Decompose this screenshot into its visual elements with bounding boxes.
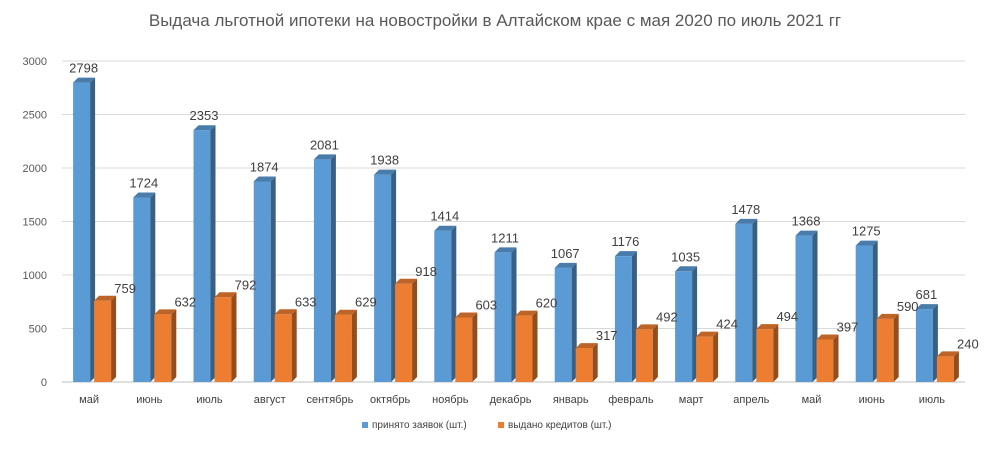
data-label-loans: 397 (837, 320, 859, 335)
bar-loans-5 (395, 278, 418, 382)
y-tick-label: 500 (29, 324, 47, 336)
data-label-applications: 2798 (69, 61, 98, 76)
bar-applications-6 (434, 225, 457, 382)
bar-loans-4 (334, 309, 357, 382)
y-axis: 0 500 1000 1500 2000 2500 3000 (23, 56, 47, 389)
y-tick-label: 2000 (23, 163, 47, 175)
bar-applications-12 (795, 230, 818, 382)
data-label-loans: 240 (957, 336, 979, 351)
x-tick-label: май (802, 394, 822, 406)
bar-loans-10 (696, 331, 719, 382)
bar-applications-8 (554, 262, 577, 382)
bar-loans-9 (635, 324, 658, 382)
data-label-applications: 1724 (129, 176, 158, 191)
bar-applications-9 (614, 251, 637, 382)
bar-applications-10 (675, 266, 698, 382)
x-tick-label: май (79, 394, 99, 406)
data-label-loans: 590 (897, 299, 919, 314)
x-tick-label: январь (553, 394, 589, 406)
legend-label: принято заявок (шт.) (372, 420, 467, 431)
bar-applications-4 (313, 154, 336, 382)
y-tick-label: 0 (41, 377, 47, 389)
x-tick-label: ноябрь (432, 394, 469, 406)
bar-loans-11 (756, 324, 779, 382)
data-label-loans: 633 (295, 294, 317, 309)
data-label-loans: 918 (415, 264, 437, 279)
bars (73, 77, 959, 382)
legend-swatch (498, 422, 504, 428)
bar-applications-1 (133, 192, 156, 382)
bar-loans-13 (876, 313, 899, 382)
bar-applications-13 (855, 240, 878, 382)
chart-title: Выдача льготной ипотеки на новостройки в… (149, 11, 841, 30)
data-label-applications: 1414 (430, 209, 459, 224)
y-tick-label: 1000 (23, 270, 47, 282)
y-tick-label: 2500 (23, 110, 47, 122)
x-tick-label: август (254, 394, 286, 406)
x-tick-label: июнь (859, 394, 885, 406)
x-tick-label: апрель (733, 394, 769, 406)
bar-applications-5 (374, 169, 397, 382)
bar-applications-14 (915, 304, 938, 382)
legend: принято заявок (шт.) выдано кредитов (шт.… (362, 420, 612, 431)
bar-applications-11 (735, 218, 758, 382)
x-axis: май июнь июль август сентябрь октябрь ноябрь де… (79, 394, 945, 406)
x-tick-label: декабрь (490, 394, 532, 406)
data-label-applications: 2081 (310, 137, 339, 152)
data-label-loans: 629 (355, 295, 377, 310)
data-label-applications: 1211 (491, 230, 519, 245)
data-label-loans: 317 (596, 328, 618, 343)
data-label-loans: 424 (716, 317, 738, 332)
data-label-applications: 1938 (370, 153, 399, 168)
bar-applications-0 (73, 77, 96, 382)
x-tick-label: февраль (608, 394, 654, 406)
bar-applications-3 (253, 176, 276, 382)
data-label-loans: 759 (114, 281, 136, 296)
data-label-applications: 1874 (250, 159, 279, 174)
x-tick-label: июль (919, 394, 946, 406)
bar-loans-0 (94, 295, 117, 382)
data-label-applications: 681 (916, 287, 938, 302)
data-label-applications: 1275 (852, 224, 881, 239)
x-tick-label: июль (196, 394, 223, 406)
x-tick-label: июнь (136, 394, 162, 406)
bar-loans-7 (515, 310, 538, 382)
bar-loans-14 (936, 351, 959, 382)
x-tick-label: октябрь (370, 394, 410, 406)
data-label-applications: 1368 (792, 214, 821, 229)
data-label-applications: 2353 (190, 108, 219, 123)
legend-swatch (362, 422, 368, 428)
data-labels: 2798 759 1724 632 2353 792 1874 633 2081 629 1938 9… (69, 61, 979, 352)
data-label-applications: 1067 (551, 246, 580, 261)
x-tick-label: сентябрь (306, 394, 353, 406)
data-label-loans: 792 (235, 277, 257, 292)
bar-loans-1 (154, 309, 177, 382)
bar-applications-7 (494, 247, 517, 382)
bar-loans-6 (455, 312, 478, 382)
data-label-loans: 620 (536, 296, 558, 311)
y-tick-label: 3000 (23, 56, 47, 68)
bar-loans-8 (575, 343, 598, 382)
data-label-applications: 1478 (731, 202, 760, 217)
legend-label: выдано кредитов (шт.) (508, 420, 612, 431)
bar-applications-2 (193, 125, 216, 382)
x-tick-label: март (679, 394, 704, 406)
data-label-applications: 1176 (611, 234, 639, 249)
bar-loans-12 (816, 334, 839, 382)
data-label-loans: 492 (656, 309, 678, 324)
bar-loans-3 (274, 309, 297, 382)
data-label-loans: 494 (776, 309, 798, 324)
data-label-loans: 603 (475, 297, 497, 312)
bar-loans-2 (214, 292, 237, 382)
data-label-loans: 632 (174, 294, 196, 309)
y-tick-label: 1500 (23, 217, 47, 229)
data-label-applications: 1035 (671, 249, 700, 264)
